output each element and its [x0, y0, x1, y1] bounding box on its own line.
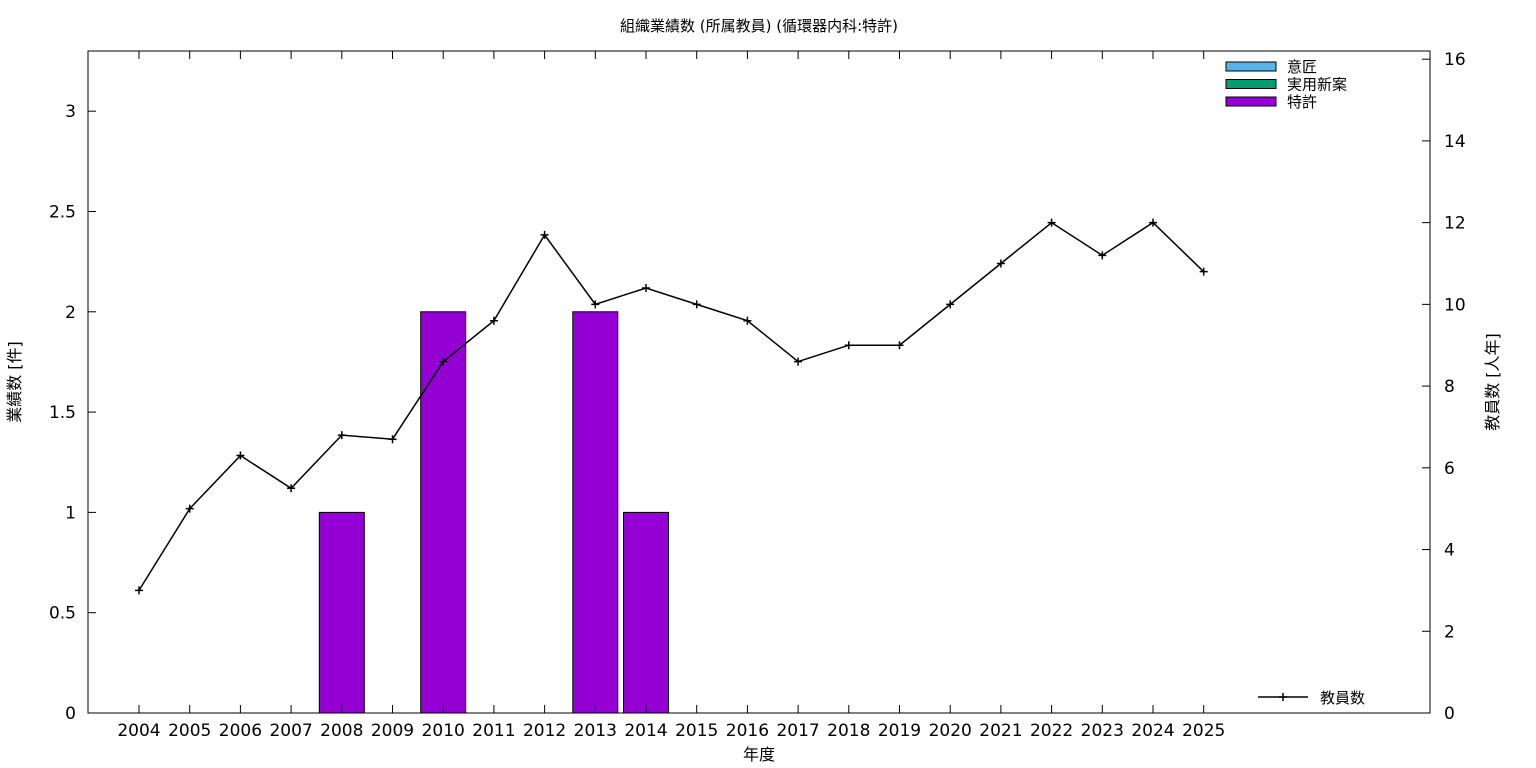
line-point	[388, 435, 397, 444]
line-point	[1047, 218, 1056, 227]
legend-label: 特許	[1287, 93, 1317, 111]
line-point	[642, 284, 650, 293]
line-point	[794, 357, 803, 366]
y-axis-left: 0 0.5 1 1.5 2 2.5 3	[49, 102, 96, 724]
y-tick-label: 1.5	[49, 403, 76, 423]
legend-label: 実用新案	[1287, 76, 1347, 94]
x-tick-label: 2013	[574, 721, 617, 741]
y2-tick-label: 12	[1444, 214, 1466, 234]
x-tick-label: 2020	[929, 721, 972, 741]
y2-tick-label: 14	[1444, 132, 1466, 152]
line-layer	[135, 218, 1208, 595]
x-tick-label: 2018	[827, 721, 870, 741]
line-point	[489, 316, 498, 325]
legend-swatch	[1225, 96, 1277, 107]
x-tick-label: 2022	[1030, 721, 1073, 741]
line-point	[439, 357, 448, 366]
bar	[572, 311, 619, 714]
y2-tick-label: 0	[1444, 704, 1455, 724]
chart-title: 組織業績数 (所属教員) (循環器内科:特許)	[620, 17, 898, 35]
y-tick-label: 1	[65, 503, 76, 523]
line-point	[236, 451, 245, 460]
x-tick-label: 2016	[726, 721, 769, 741]
x-tick-label: 2004	[117, 721, 160, 741]
line-point	[1149, 218, 1157, 227]
x-tick-label: 2017	[776, 721, 819, 741]
y2-tick-label: 2	[1444, 622, 1455, 642]
legend-line-marker	[1279, 693, 1287, 701]
line-point	[337, 431, 346, 440]
legend-line-label: 教員数	[1320, 689, 1365, 707]
y2-tick-label: 6	[1444, 459, 1455, 479]
line-point	[540, 230, 549, 239]
y-tick-label: 0	[65, 704, 76, 724]
plot-frame	[87, 50, 1431, 714]
y-tick-label: 2.5	[49, 202, 76, 222]
x-tick-label: 2012	[523, 721, 566, 741]
x-tick-label: 2011	[472, 721, 515, 741]
line-series-path	[138, 221, 1205, 591]
bars-layer	[318, 311, 669, 714]
y-tick-label: 2	[65, 303, 76, 323]
line-point	[1199, 267, 1208, 276]
x-axis: 2004 2005 2006 2007 2008 2009 2010 2011 2012 2013…	[117, 51, 1225, 741]
line-point	[946, 300, 955, 309]
legend-label: 意匠	[1287, 58, 1317, 76]
line-point	[996, 259, 1005, 268]
x-tick-label: 2019	[878, 721, 921, 741]
y2-tick-label: 8	[1444, 377, 1455, 397]
x-axis-label: 年度	[743, 745, 775, 764]
line-point	[743, 316, 752, 325]
y-axis-right: 0 2 4 6 8 10 12 14 16	[1422, 50, 1466, 724]
x-tick-label: 2025	[1182, 721, 1225, 741]
x-tick-label: 2006	[219, 721, 262, 741]
y-axis-label: 業績数 [件]	[5, 341, 24, 423]
line-point	[591, 300, 600, 309]
legend-swatch	[1225, 79, 1277, 89]
line-legend: 教員数	[1258, 689, 1365, 707]
line-point	[135, 586, 143, 595]
x-tick-label: 2015	[675, 721, 718, 741]
y2-tick-label: 10	[1444, 295, 1466, 315]
x-tick-label: 2023	[1081, 721, 1124, 741]
y2-tick-label: 4	[1444, 541, 1455, 561]
line-point	[895, 341, 904, 350]
x-tick-label: 2010	[422, 721, 465, 741]
x-tick-label: 2014	[624, 721, 667, 741]
line-point	[1098, 251, 1107, 260]
legend-swatch	[1225, 61, 1277, 72]
line-point	[692, 300, 701, 309]
line-point	[844, 341, 853, 350]
y-tick-label: 3	[65, 102, 76, 122]
bar	[318, 511, 365, 714]
bar	[420, 311, 467, 714]
x-tick-label: 2007	[269, 721, 312, 741]
line-point	[185, 504, 194, 513]
x-tick-label: 2021	[979, 721, 1022, 741]
x-tick-label: 2005	[168, 721, 211, 741]
x-tick-label: 2009	[371, 721, 414, 741]
y2-tick-label: 16	[1444, 50, 1466, 70]
line-point	[287, 484, 296, 493]
x-tick-label: 2024	[1131, 721, 1174, 741]
y-tick-label: 0.5	[49, 604, 76, 624]
bar	[623, 511, 669, 714]
x-tick-label: 2008	[320, 721, 363, 741]
y2-axis-label: 教員数 [人年]	[1483, 333, 1502, 431]
